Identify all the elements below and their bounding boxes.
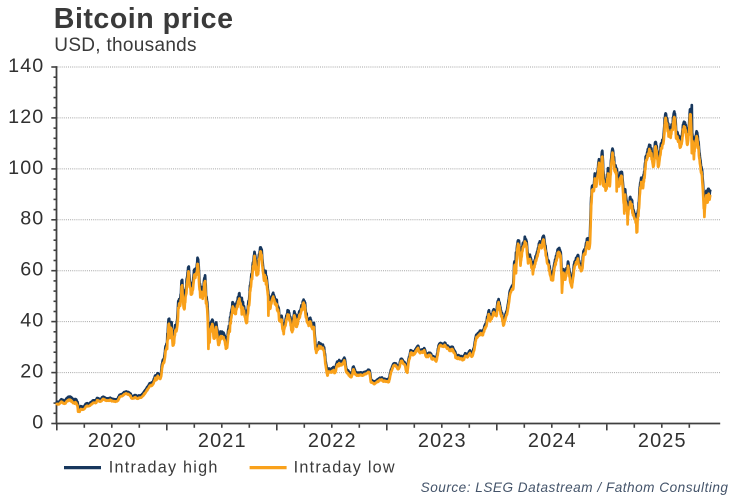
svg-text:2022: 2022 <box>308 430 357 452</box>
svg-text:2025: 2025 <box>638 430 687 452</box>
svg-text:2020: 2020 <box>88 430 137 452</box>
svg-text:20: 20 <box>20 361 44 383</box>
svg-text:100: 100 <box>8 157 44 179</box>
svg-text:140: 140 <box>8 55 44 77</box>
svg-text:40: 40 <box>20 310 44 332</box>
svg-text:0: 0 <box>32 411 44 433</box>
svg-text:Source: LSEG Datastream / Fath: Source: LSEG Datastream / Fathom Consult… <box>421 480 729 495</box>
svg-text:USD, thousands: USD, thousands <box>54 35 197 56</box>
svg-text:120: 120 <box>8 106 44 128</box>
svg-text:80: 80 <box>20 208 44 230</box>
svg-text:Bitcoin price: Bitcoin price <box>54 3 234 35</box>
svg-text:60: 60 <box>20 259 44 281</box>
svg-text:Intraday low: Intraday low <box>294 459 396 477</box>
svg-text:Intraday high: Intraday high <box>109 459 219 477</box>
svg-text:2021: 2021 <box>198 430 247 452</box>
svg-text:2023: 2023 <box>418 430 467 452</box>
svg-text:2024: 2024 <box>528 430 577 452</box>
